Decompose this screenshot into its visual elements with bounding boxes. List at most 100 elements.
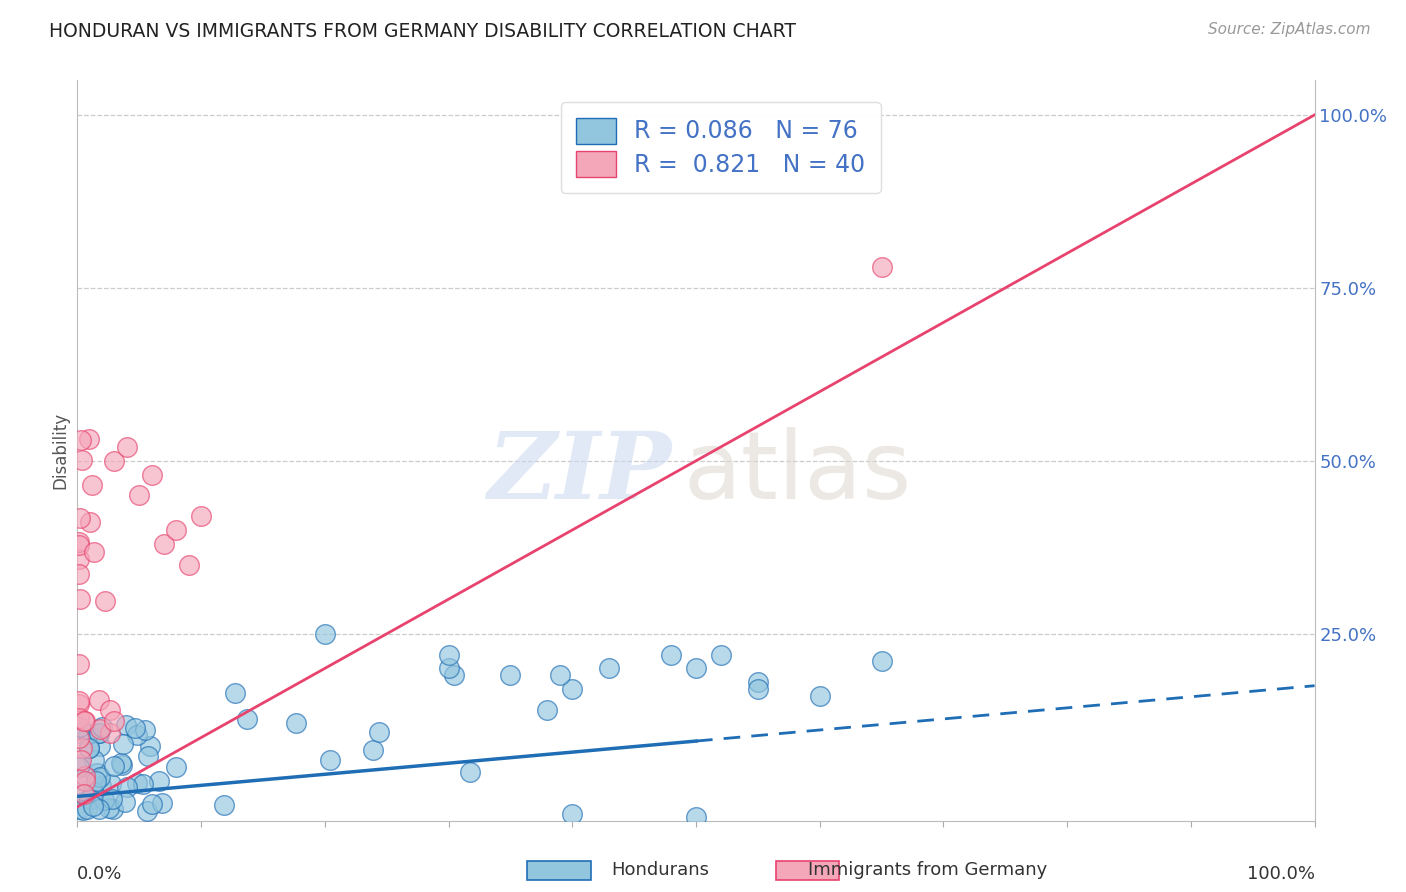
- Point: [69, 591, 91, 606]
- Point: [69, 720, 91, 734]
- Text: Source: ZipAtlas.com: Source: ZipAtlas.com: [1208, 22, 1371, 37]
- Point: [89, 723, 111, 737]
- Point: [177, 558, 200, 572]
- Point: [134, 723, 156, 737]
- Text: atlas: atlas: [683, 426, 912, 518]
- Point: [89, 739, 111, 753]
- Point: [77, 792, 100, 806]
- Point: [548, 668, 571, 682]
- Point: [77, 432, 100, 446]
- Point: [139, 739, 162, 753]
- Point: [86, 765, 108, 780]
- Point: [77, 740, 100, 755]
- Point: [127, 728, 149, 742]
- Point: [114, 795, 136, 809]
- Point: [70, 452, 93, 467]
- Point: [561, 682, 583, 697]
- Point: [101, 792, 124, 806]
- Point: [710, 648, 733, 662]
- Point: [72, 803, 94, 817]
- Point: [148, 774, 170, 789]
- Point: [73, 769, 96, 783]
- Point: [110, 756, 132, 771]
- Point: [165, 760, 187, 774]
- Point: [70, 434, 93, 448]
- Point: [69, 510, 91, 524]
- Text: Immigrants from Germany: Immigrants from Germany: [808, 861, 1047, 879]
- Point: [499, 668, 522, 682]
- Point: [115, 440, 138, 454]
- Point: [67, 711, 90, 725]
- Point: [103, 454, 125, 468]
- Point: [67, 657, 90, 672]
- Point: [138, 748, 160, 763]
- Point: [73, 787, 96, 801]
- Point: [98, 726, 121, 740]
- Point: [77, 727, 100, 741]
- Point: [77, 740, 100, 755]
- Point: [73, 714, 96, 729]
- Text: Hondurans: Hondurans: [612, 861, 710, 879]
- Point: [73, 714, 96, 729]
- Point: [111, 737, 134, 751]
- Point: [598, 661, 620, 675]
- Point: [87, 726, 110, 740]
- Point: [90, 779, 112, 793]
- Point: [127, 776, 149, 790]
- Point: [69, 756, 91, 771]
- Point: [100, 777, 122, 791]
- Point: [141, 467, 163, 482]
- Point: [100, 703, 122, 717]
- Point: [73, 774, 96, 789]
- Point: [460, 764, 482, 779]
- Point: [128, 488, 150, 502]
- Text: 100.0%: 100.0%: [1247, 865, 1315, 883]
- Point: [437, 648, 460, 662]
- Point: [165, 523, 187, 537]
- Point: [67, 566, 90, 581]
- Point: [115, 780, 138, 794]
- Point: [685, 661, 707, 675]
- Point: [87, 693, 110, 707]
- Point: [93, 793, 115, 807]
- Point: [747, 682, 769, 697]
- Point: [89, 770, 111, 784]
- Point: [808, 689, 831, 703]
- Point: [101, 801, 124, 815]
- Point: [70, 741, 93, 756]
- Point: [659, 648, 682, 662]
- Point: [132, 777, 155, 791]
- Point: [67, 802, 90, 816]
- Point: [82, 798, 104, 813]
- Point: [561, 806, 583, 821]
- Point: [84, 774, 107, 789]
- Point: [67, 731, 90, 746]
- Point: [67, 552, 90, 566]
- Point: [76, 802, 98, 816]
- Point: [67, 534, 90, 549]
- Point: [87, 803, 110, 817]
- Point: [103, 714, 125, 728]
- Point: [111, 758, 134, 772]
- Point: [153, 537, 176, 551]
- Point: [870, 655, 893, 669]
- Point: [67, 777, 90, 791]
- Point: [80, 478, 103, 492]
- Point: [83, 545, 105, 559]
- Point: [67, 759, 90, 773]
- Point: [284, 716, 307, 731]
- Point: [536, 703, 558, 717]
- Text: HONDURAN VS IMMIGRANTS FROM GERMANY DISABILITY CORRELATION CHART: HONDURAN VS IMMIGRANTS FROM GERMANY DISA…: [49, 22, 796, 41]
- Point: [685, 810, 707, 824]
- Point: [747, 675, 769, 690]
- Point: [361, 743, 384, 757]
- Point: [368, 724, 391, 739]
- Point: [93, 593, 115, 607]
- Y-axis label: Disability: Disability: [51, 412, 69, 489]
- Point: [67, 698, 90, 712]
- Point: [235, 713, 257, 727]
- Text: 0.0%: 0.0%: [77, 865, 122, 883]
- Point: [124, 722, 146, 736]
- Point: [135, 804, 157, 818]
- Point: [89, 726, 111, 740]
